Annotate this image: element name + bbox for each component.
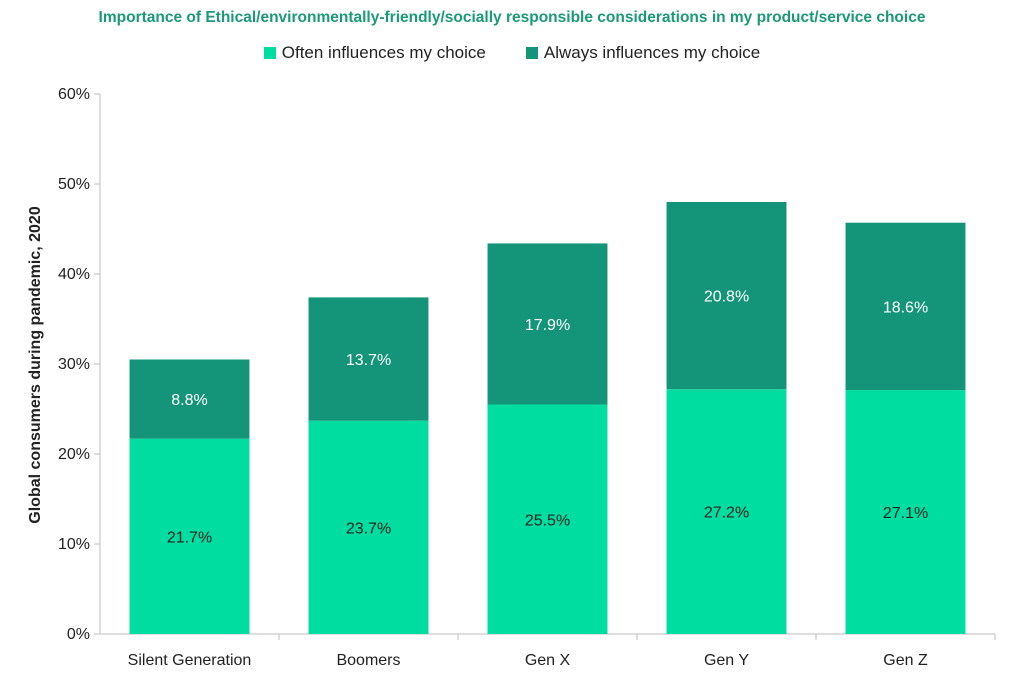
legend-item-always: Always influences my choice xyxy=(525,43,761,63)
x-tick-label: Silent Generation xyxy=(128,652,252,669)
bar-segment-often xyxy=(666,389,787,634)
data-label: 27.1% xyxy=(883,505,928,522)
y-tick-label: 0% xyxy=(67,626,90,643)
y-tick-label: 60% xyxy=(58,86,90,103)
data-label: 17.9% xyxy=(525,317,570,334)
data-label: 18.6% xyxy=(883,299,928,316)
bar-segment-often xyxy=(487,404,608,634)
legend-item-often: Often influences my choice xyxy=(263,43,486,63)
bar-segment-always xyxy=(845,222,966,391)
bar-segment-always xyxy=(129,359,250,439)
legend: Often influences my choice Always influe… xyxy=(0,43,1024,63)
legend-label-always: Always influences my choice xyxy=(543,43,761,62)
x-tick-label: Boomers xyxy=(336,652,400,669)
x-tick-label: Gen Z xyxy=(883,652,928,669)
bars xyxy=(129,202,966,634)
data-label: 13.7% xyxy=(346,352,391,369)
bar-segment-often xyxy=(129,438,250,634)
y-tick-label: 20% xyxy=(58,446,90,463)
y-tick-label: 40% xyxy=(58,266,90,283)
y-tick-label: 50% xyxy=(58,176,90,193)
data-label: 27.2% xyxy=(704,505,749,522)
y-tick-label: 10% xyxy=(58,536,90,553)
data-label: 25.5% xyxy=(525,512,570,529)
data-label: 23.7% xyxy=(346,520,391,537)
y-axis-title: Global consumers during pandemic, 2020 xyxy=(27,206,44,524)
x-tick-label: Gen X xyxy=(525,652,571,669)
legend-label-often: Often influences my choice xyxy=(281,43,486,62)
data-label: 20.8% xyxy=(704,289,749,306)
data-label: 21.7% xyxy=(167,529,212,546)
chart-title: Importance of Ethical/environmentally-fr… xyxy=(98,9,926,26)
legend-swatch-always xyxy=(525,47,538,59)
data-label: 8.8% xyxy=(171,392,207,409)
bar-segment-often xyxy=(308,420,429,634)
bar-segment-always xyxy=(308,297,429,421)
bar-segment-always xyxy=(666,202,787,390)
x-tick-label: Gen Y xyxy=(704,652,749,669)
y-tick-label: 30% xyxy=(58,356,90,373)
data-labels: 21.7% 8.8% 23.7% 13.7% 25.5% 17.9% 27.2% 20.8% 2… xyxy=(167,289,928,547)
bar-segment-always xyxy=(487,243,608,405)
legend-swatch-often xyxy=(263,47,276,59)
bar-segment-often xyxy=(845,390,966,634)
